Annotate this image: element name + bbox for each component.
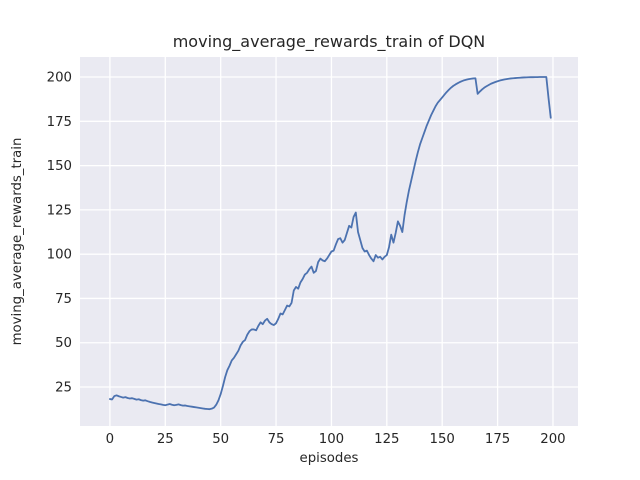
- y-axis-label: moving_average_rewards_train: [10, 138, 25, 346]
- y-tick-label: 75: [55, 292, 72, 307]
- x-tick-label: 50: [212, 432, 229, 447]
- tick-layer: 0 25 50 75 100 125 150 175 200 25 50 75 100 125 150 175…: [47, 71, 566, 447]
- y-tick-label: 125: [47, 203, 72, 218]
- x-tick-label: 175: [485, 432, 510, 447]
- reward-line: [109, 76, 552, 411]
- y-tick-label: 175: [47, 115, 72, 130]
- y-tick-label: 50: [55, 336, 72, 351]
- y-tick-label: 25: [55, 381, 72, 396]
- x-axis-label: episodes: [300, 451, 359, 466]
- plot-area: [80, 57, 578, 426]
- y-tick-label: 200: [47, 71, 72, 86]
- x-tick-label: 100: [319, 432, 344, 447]
- x-tick-label: 200: [540, 432, 565, 447]
- chart-title: moving_average_rewards_train of DQN: [173, 32, 486, 52]
- x-tick-label: 125: [374, 432, 399, 447]
- x-tick-label: 150: [430, 432, 455, 447]
- series-layer: [109, 76, 552, 411]
- y-tick-label: 150: [47, 159, 72, 174]
- x-tick-label: 25: [157, 432, 174, 447]
- x-tick-label: 0: [106, 432, 114, 447]
- y-tick-label: 100: [47, 248, 72, 263]
- x-tick-label: 75: [268, 432, 285, 447]
